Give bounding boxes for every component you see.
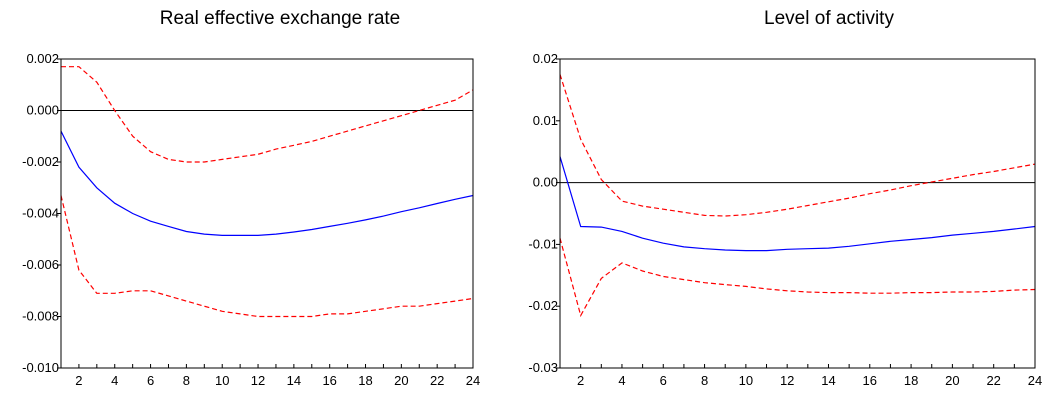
y-tick-label: -0.002: [22, 154, 59, 169]
x-tick-label: 16: [863, 373, 877, 388]
upper-band-line: [61, 66, 474, 163]
chart-title: Level of activity: [764, 8, 894, 29]
x-tick-label: 24: [466, 373, 480, 388]
chart-panel-right: Level of activity 0.02 0.01 0.00 -0.01 -0.02…: [520, 0, 1047, 397]
chart-plot-right: 0.020.010.00-0.01-0.02-0.032 4 6 8 10 12 14 16 1…: [528, 51, 1042, 388]
lower-band-line: [60, 195, 474, 318]
x-tick-label: 20: [394, 373, 408, 388]
response-line: [60, 130, 474, 236]
x-tick-label: 20: [945, 373, 959, 388]
y-tick-label: -0.01: [528, 236, 558, 251]
x-tick-label: 2: [75, 373, 82, 388]
y-tick-label: -0.02: [528, 298, 558, 313]
x-tick-label: 22: [986, 373, 1000, 388]
y-tick-label: 0.002: [26, 51, 59, 66]
x-tick-label: 2: [577, 373, 584, 388]
chart-title: Real effective exchange rate: [159, 8, 401, 29]
x-tick-label: 18: [358, 373, 372, 388]
x-tick-label: 8: [701, 373, 708, 388]
x-tick-label: 14: [821, 373, 835, 388]
y-tick-label: 0.00: [533, 175, 558, 190]
x-tick-label: 22: [430, 373, 444, 388]
y-tick-label: 0.01: [533, 113, 558, 128]
x-tick-label: 18: [904, 373, 918, 388]
x-tick-label: 16: [322, 373, 336, 388]
response-line: [559, 156, 1036, 252]
x-tick-label: 10: [739, 373, 753, 388]
y-tick-label: 0.02: [533, 51, 558, 66]
x-tick-label: 4: [111, 373, 118, 388]
upper-band-line: [559, 74, 1036, 217]
x-tick-label: 4: [618, 373, 625, 388]
y-tick-label: -0.008: [22, 309, 59, 324]
x-tick-label: 6: [147, 373, 154, 388]
x-tick-label: 14: [287, 373, 301, 388]
chart-plot-left: 0.002 0.000 -0.002 -0.004 -0.006 -0.008 -0.010…: [22, 51, 480, 388]
x-tick-label: 6: [660, 373, 667, 388]
chart-panel-left: Real effective exchange rate 0.002 0.000 -…: [0, 0, 500, 397]
x-tick-label: 24: [1028, 373, 1042, 388]
y-tick-label: -0.006: [22, 257, 59, 272]
y-tick-label: -0.004: [22, 206, 59, 221]
x-tick-label: 8: [183, 373, 190, 388]
y-tick-label: 0.000: [26, 103, 59, 118]
y-tick-label: -0.010: [22, 360, 59, 375]
plot-frame: [60, 58, 474, 369]
x-tick-label: 12: [780, 373, 794, 388]
x-tick-label: 10: [215, 373, 229, 388]
x-tick-label: 12: [251, 373, 265, 388]
plot-frame: [559, 58, 1036, 369]
y-tick-label: -0.03: [528, 360, 558, 375]
lower-band-line: [559, 238, 1036, 318]
